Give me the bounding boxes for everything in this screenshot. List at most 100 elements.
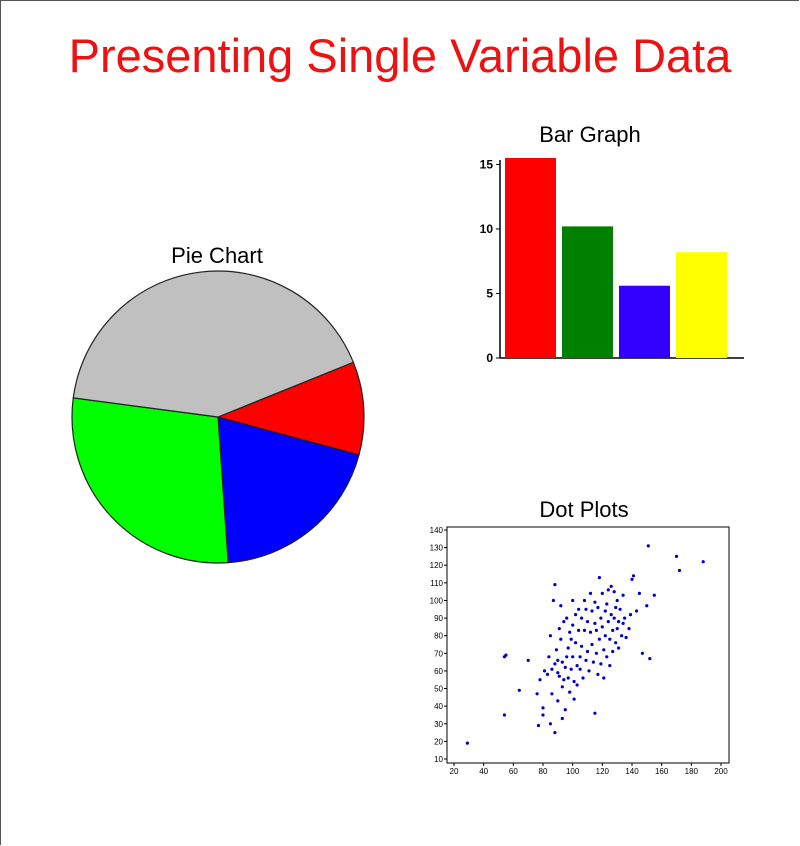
scatter-point xyxy=(637,591,642,596)
scatter-point xyxy=(547,655,551,659)
scatter-point xyxy=(600,625,604,629)
bar-0 xyxy=(505,158,556,358)
scatter-point xyxy=(585,620,590,624)
scatter-point xyxy=(553,662,557,666)
scatter-point xyxy=(557,627,561,631)
scatter-point xyxy=(575,664,579,668)
scatter-point xyxy=(617,620,621,624)
scatter-point xyxy=(596,672,600,677)
scatter-point xyxy=(554,648,559,652)
scatter-point xyxy=(624,635,628,640)
page-title: Presenting Single Variable Data xyxy=(68,29,732,82)
scatter-point xyxy=(602,648,606,652)
scatter-point xyxy=(597,637,602,641)
scatter-point xyxy=(556,658,560,663)
scatter-point xyxy=(701,560,705,564)
scatter-point xyxy=(600,591,604,596)
scatter-point xyxy=(560,660,564,664)
scatter-y-tick-label: 140 xyxy=(430,526,444,535)
scatter-point xyxy=(563,708,567,712)
scatter-point xyxy=(553,583,557,587)
scatter-point xyxy=(574,613,578,617)
scatter-point xyxy=(596,605,600,610)
scatter-point xyxy=(605,602,609,606)
pie-slice-3 xyxy=(72,270,355,418)
scatter-point xyxy=(606,620,610,624)
scatter-point xyxy=(569,667,573,671)
scatter-point xyxy=(578,655,582,659)
scatter-point xyxy=(614,641,618,645)
scatter-point xyxy=(566,646,570,650)
scatter-point xyxy=(563,665,567,670)
scatter-x-tick-label: 200 xyxy=(714,767,728,776)
scatter-point xyxy=(591,660,596,664)
scatter-point xyxy=(582,628,587,633)
scatter-point xyxy=(612,616,616,620)
scatter-point xyxy=(542,669,547,673)
scatter-point xyxy=(618,607,622,611)
scatter-point xyxy=(599,616,603,620)
scatter-point xyxy=(574,641,578,645)
scatter-point xyxy=(502,713,506,717)
scatter-point xyxy=(615,598,619,603)
scatter-point xyxy=(621,621,625,626)
scatter-point xyxy=(536,723,541,728)
scatter-point xyxy=(545,672,550,677)
scatter-point xyxy=(465,741,469,745)
scatter-point xyxy=(628,613,633,617)
scatter-point xyxy=(677,568,682,573)
scatter-point xyxy=(609,613,613,617)
pie-slice-0 xyxy=(216,361,365,456)
scatter-point xyxy=(565,655,569,659)
scatter-point xyxy=(593,711,597,715)
scatter-x-tick-label: 40 xyxy=(479,767,488,776)
bar-1 xyxy=(562,226,613,358)
scatter-point xyxy=(559,637,563,641)
scatter-y-tick-label: 20 xyxy=(434,737,443,746)
scatter-point xyxy=(550,667,554,671)
scatter-point xyxy=(590,609,594,613)
scatter-point xyxy=(599,662,603,666)
bar-y-tick-label: 10 xyxy=(480,222,494,236)
bar-chart-title: Bar Graph xyxy=(539,122,641,147)
scatter-point xyxy=(517,688,521,692)
bar-y-tick-label: 5 xyxy=(486,286,493,300)
scatter-point xyxy=(560,716,564,721)
scatter-x-tick-label: 160 xyxy=(655,767,669,776)
scatter-point xyxy=(597,576,602,580)
scatter-point xyxy=(538,678,542,682)
scatter-point xyxy=(557,674,561,678)
scatter-x-tick-label: 180 xyxy=(685,767,699,776)
scatter-point xyxy=(646,544,650,548)
scatter-point xyxy=(577,628,581,633)
scatter-point xyxy=(603,634,607,638)
scatter-point xyxy=(648,657,652,661)
scatter-y-tick-label: 10 xyxy=(434,755,443,764)
scatter-point xyxy=(559,604,563,608)
scatter-y-tick-label: 50 xyxy=(434,685,443,694)
scatter-y-tick-label: 130 xyxy=(430,544,444,553)
scatter-point xyxy=(620,634,624,638)
scatter-point xyxy=(569,637,573,641)
scatter-point xyxy=(587,669,591,673)
scatter-point xyxy=(602,676,606,680)
scatter-point xyxy=(504,653,508,657)
scatter-point xyxy=(652,593,656,597)
scatter-point xyxy=(575,683,579,687)
scatter-point xyxy=(608,664,612,668)
scatter-y-tick-label: 70 xyxy=(434,649,443,658)
scatter-point xyxy=(582,598,587,603)
scatter-point xyxy=(631,574,636,578)
pie-chart-title: Pie Chart xyxy=(171,243,263,268)
scatter-point xyxy=(611,649,615,654)
scatter-point xyxy=(541,706,545,710)
scatter-point xyxy=(640,651,645,655)
scatter-x-tick-label: 20 xyxy=(450,767,459,776)
scatter-point xyxy=(588,591,593,596)
scatter-point xyxy=(571,598,575,603)
scatter-x-tick-label: 60 xyxy=(509,767,518,776)
scatter-point xyxy=(594,651,599,655)
scatter-point xyxy=(623,616,627,620)
